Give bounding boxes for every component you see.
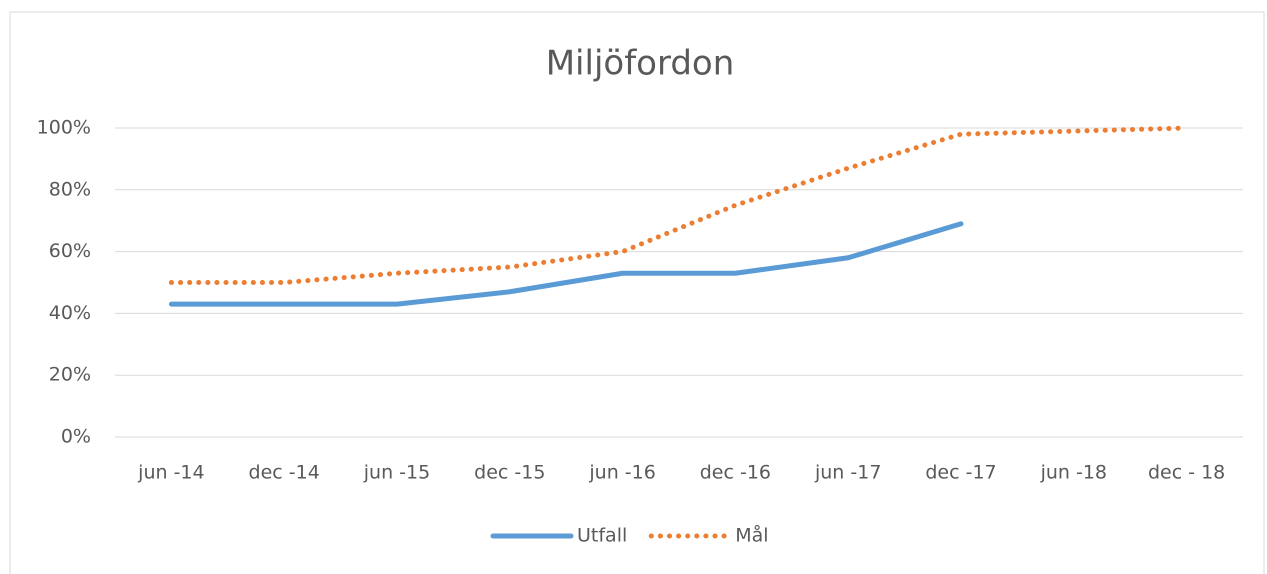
line-series — [168, 221, 964, 307]
x-tick-label: jun -16 — [588, 462, 655, 484]
y-tick-label: 80% — [49, 178, 91, 200]
x-tick-label: jun -14 — [137, 462, 204, 484]
x-tick-label: jun -18 — [1040, 462, 1107, 484]
y-tick-label: 100% — [37, 117, 91, 139]
chart-border — [9, 11, 1265, 574]
x-tick-label: jun -15 — [363, 462, 430, 484]
x-tick-label: dec -15 — [474, 462, 545, 484]
x-tick-label: dec - 18 — [1148, 462, 1225, 484]
chart-title: Miljöfordon — [546, 44, 735, 84]
y-tick-label: 40% — [49, 302, 91, 324]
legend-label: Utfall — [577, 525, 627, 547]
legend-label: Mål — [735, 524, 768, 547]
y-tick-label: 60% — [49, 240, 91, 262]
x-tick-label: dec -14 — [249, 462, 320, 484]
x-tick-label: dec -17 — [925, 462, 996, 484]
x-tick-label: dec -16 — [700, 462, 771, 484]
y-tick-label: 0% — [61, 426, 91, 448]
x-tick-label: jun -17 — [814, 462, 881, 484]
y-tick-label: 20% — [49, 364, 91, 386]
